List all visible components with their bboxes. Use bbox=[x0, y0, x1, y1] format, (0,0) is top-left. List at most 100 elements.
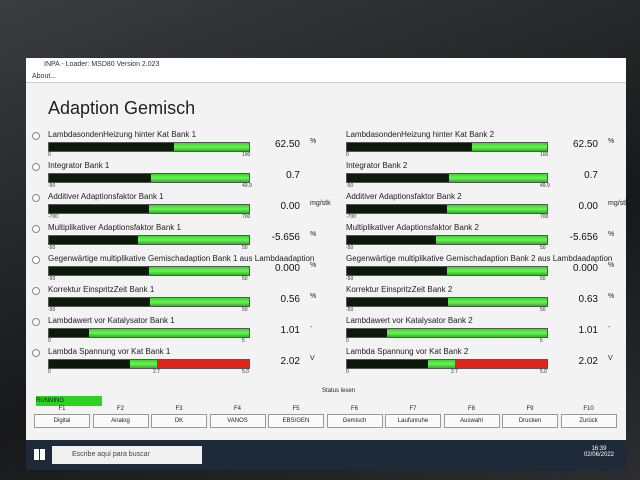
gauge-value: 1.01 bbox=[280, 325, 300, 336]
function-key[interactable]: F6 Gemisch bbox=[326, 406, 383, 428]
scale-min: -50 bbox=[346, 307, 354, 313]
key-name: F3 bbox=[175, 406, 183, 412]
gauge-unit: % bbox=[608, 138, 615, 145]
function-key[interactable]: F3 DK bbox=[151, 406, 207, 428]
gauge-bar bbox=[48, 297, 250, 307]
gauge-label: Multiplikativer Adaptionsfaktor Bank 1 bbox=[48, 223, 181, 232]
gauge-fill bbox=[49, 174, 151, 182]
key-label[interactable]: Laufunruhe bbox=[385, 414, 441, 428]
gauge-label: Additiver Adaptionsfaktor Bank 1 bbox=[48, 192, 164, 201]
gauge-fill bbox=[49, 360, 130, 368]
key-name: F9 bbox=[526, 406, 534, 412]
gauge-fill bbox=[347, 236, 436, 244]
limit-zone bbox=[455, 360, 547, 368]
key-label[interactable]: Drucken bbox=[502, 414, 558, 428]
key-label[interactable]: VANOS bbox=[209, 414, 266, 428]
scale-max: 50 bbox=[540, 245, 546, 251]
function-key[interactable]: F9 Drucken bbox=[502, 406, 558, 428]
limit-zone bbox=[157, 360, 249, 368]
gauge-value: 0.7 bbox=[286, 170, 300, 181]
key-label[interactable]: Zurück bbox=[560, 414, 617, 428]
scale-max: 700 bbox=[242, 214, 251, 220]
scale-min: 0 bbox=[48, 338, 51, 344]
scale-label: 2.7 bbox=[153, 369, 160, 375]
gauge-unit: mg/stk bbox=[310, 200, 331, 207]
gauge-bar bbox=[48, 142, 250, 152]
heading: Adaption Gemisch bbox=[48, 98, 196, 118]
gauge-bar bbox=[346, 328, 548, 338]
gauge-bar bbox=[48, 235, 250, 245]
radio-button[interactable] bbox=[32, 287, 40, 295]
gauge-unit: % bbox=[608, 262, 615, 269]
key-name: F10 bbox=[583, 406, 594, 412]
gauge-bar bbox=[48, 173, 250, 183]
gauge-value: 1.01 bbox=[578, 325, 598, 336]
search-box[interactable]: Escribe aquí para buscar bbox=[52, 446, 202, 464]
radio-button[interactable] bbox=[32, 194, 40, 202]
gauge-unit: % bbox=[310, 262, 317, 269]
gauge-fill bbox=[347, 329, 388, 337]
function-key[interactable]: F1 Digital bbox=[34, 406, 90, 428]
gauge-label: Additiver Adaptionsfaktor Bank 2 bbox=[346, 192, 462, 201]
gauge-bar bbox=[346, 173, 548, 183]
radio-button[interactable] bbox=[32, 132, 40, 140]
gauge-label: Korrektur EinspritzZeit Bank 2 bbox=[346, 285, 453, 294]
scale-max: 50 bbox=[242, 276, 248, 282]
key-label[interactable]: DK bbox=[151, 414, 207, 428]
gauge-value: -5.656 bbox=[569, 232, 598, 243]
function-key[interactable]: F7 Laufunruhe bbox=[385, 406, 441, 428]
key-label[interactable]: Analog bbox=[92, 414, 149, 428]
radio-button[interactable] bbox=[32, 256, 40, 264]
radio-button[interactable] bbox=[32, 225, 40, 233]
window-title: INPA - Loader: MSD80 Version 2.023 bbox=[44, 61, 160, 68]
gauge-bar bbox=[346, 204, 548, 214]
gauge-fill bbox=[347, 205, 447, 213]
key-label[interactable]: Auswahl bbox=[443, 414, 500, 428]
start-button[interactable] bbox=[34, 449, 45, 460]
scale-min: -50 bbox=[48, 276, 56, 282]
scale-max: 5 bbox=[540, 338, 543, 344]
scale-min: -50 bbox=[48, 307, 56, 313]
gauge-value: 0.56 bbox=[280, 294, 300, 305]
scale-max: 5.0 bbox=[242, 369, 249, 375]
gauge-unit: mg/stk bbox=[608, 200, 626, 207]
key-name: F1 bbox=[58, 406, 66, 412]
key-name: F8 bbox=[467, 406, 475, 412]
scale-min: -50 bbox=[48, 183, 56, 189]
gauge-unit: - bbox=[608, 324, 611, 331]
gauge-unit: % bbox=[608, 293, 615, 300]
gauge-label: LambdasondenHeizung hinter Kat Bank 2 bbox=[346, 130, 495, 139]
scale-min: 0 bbox=[346, 369, 349, 375]
gauge-unit: V bbox=[608, 355, 613, 362]
title-bar: INPA - Loader: MSD80 Version 2.023 bbox=[26, 58, 626, 72]
scale-max: 50 bbox=[540, 276, 546, 282]
scale-min: 0 bbox=[346, 152, 349, 158]
function-key[interactable]: F4 VANOS bbox=[209, 406, 266, 428]
function-key[interactable]: F10 Zurück bbox=[560, 406, 617, 428]
radio-button[interactable] bbox=[32, 163, 40, 171]
gauge-fill bbox=[49, 143, 174, 151]
screen: INPA - Loader: MSD80 Version 2.023 About… bbox=[26, 58, 626, 470]
gauge-bar bbox=[48, 359, 250, 369]
gauge-value: 0.7 bbox=[584, 170, 598, 181]
scale-max: 50 bbox=[242, 245, 248, 251]
function-key[interactable]: F2 Analog bbox=[92, 406, 149, 428]
radio-button[interactable] bbox=[32, 349, 40, 357]
radio-button[interactable] bbox=[32, 318, 40, 326]
taskbar: Escribe aquí para buscar 16:39 02/06/202… bbox=[26, 440, 626, 470]
key-label[interactable]: Digital bbox=[34, 414, 90, 428]
function-key[interactable]: F5 EBS/GEN bbox=[268, 406, 324, 428]
scale-max: 100 bbox=[540, 152, 549, 158]
scale-max: 49.9 bbox=[242, 183, 252, 189]
menu-item[interactable]: About... bbox=[32, 73, 57, 80]
gauge-bar bbox=[346, 142, 548, 152]
scale-max: 49.9 bbox=[540, 183, 550, 189]
gauge-fill bbox=[347, 143, 472, 151]
gauge-fill bbox=[49, 236, 138, 244]
gauge-label: Lambda Spannung vor Kat Bank 2 bbox=[346, 347, 469, 356]
key-label[interactable]: EBS/GEN bbox=[268, 414, 324, 428]
function-key[interactable]: F8 Auswahl bbox=[443, 406, 500, 428]
key-label[interactable]: Gemisch bbox=[326, 414, 383, 428]
gauge-label: Lambda Spannung vor Kat Bank 1 bbox=[48, 347, 171, 356]
scale-max: 50 bbox=[242, 307, 248, 313]
